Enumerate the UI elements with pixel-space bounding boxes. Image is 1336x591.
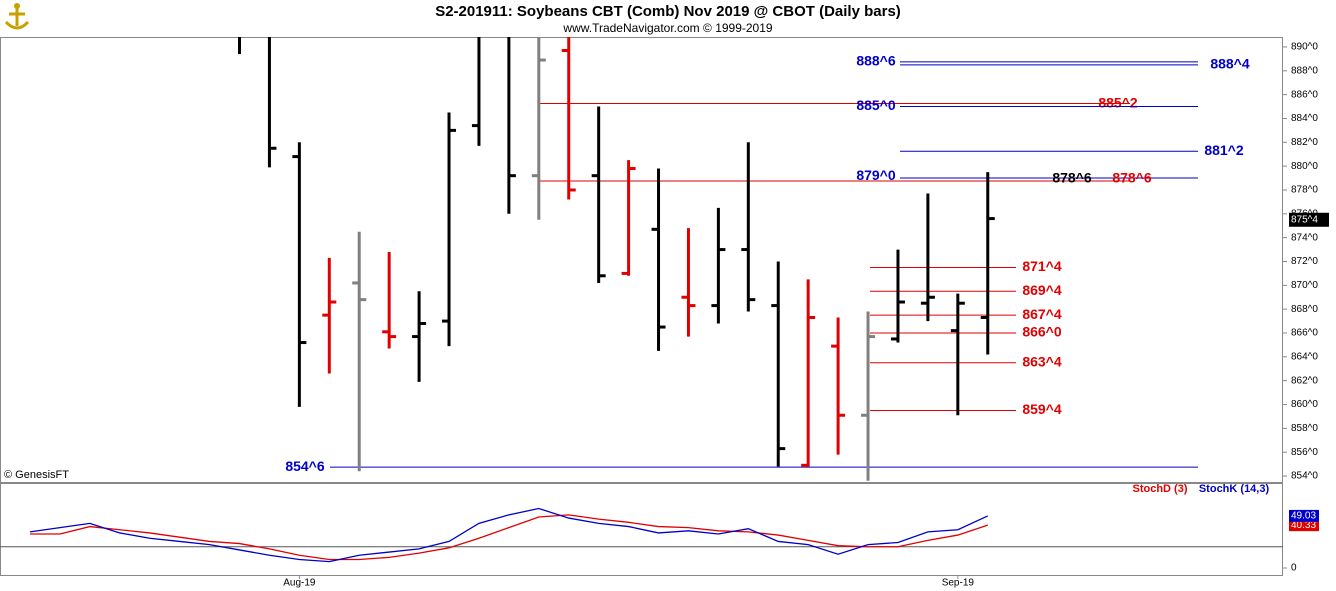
level-label: 863^4 [1022,354,1062,370]
x-tick-label: Aug-19 [283,578,316,589]
stoch-value-label: 40.33 [1291,520,1316,531]
stoch-value-label: 49.03 [1291,511,1316,522]
legend-entry: StochK (14,3) [1199,483,1270,495]
y-tick-label: 864^0 [1291,351,1318,362]
y-tick-label: 854^0 [1291,471,1318,482]
y-tick-label: 858^0 [1291,423,1318,434]
y-tick-label: 882^0 [1291,137,1318,148]
y-tick-label: 878^0 [1291,185,1318,196]
x-tick-label: Sep-19 [942,578,975,589]
y-tick-label: 862^0 [1291,375,1318,386]
stoch-line [30,514,988,561]
level-label: 867^4 [1022,306,1062,322]
stoch-tick-label: 0 [1291,563,1297,574]
y-tick-label: 870^0 [1291,280,1318,291]
level-label: 888^6 [856,53,896,69]
bars [238,37,995,481]
y-tick-label: 880^0 [1291,161,1318,172]
level-label: 869^4 [1022,282,1062,298]
y-tick-label: 890^0 [1291,42,1318,53]
level-label: 885^2 [1098,94,1138,110]
price-panel [0,37,1283,483]
y-tick-label: 868^0 [1291,304,1318,315]
last-price-label: 875^4 [1291,214,1318,225]
stoch-value-box [1289,519,1319,532]
logo [2,2,32,34]
y-tick-label: 884^0 [1291,113,1318,124]
level-label: 878^6 [1052,170,1092,186]
last-price-box [1289,212,1329,227]
stoch-line [29,507,989,563]
level-label: 866^0 [1022,324,1062,340]
source-label: © GenesisFT [4,469,69,481]
level-label: 881^2 [1204,142,1244,158]
chart-title: S2-201911: Soybeans CBT (Comb) Nov 2019 … [435,3,901,20]
level-label: 878^6 [1112,170,1152,186]
level-label: 871^4 [1022,258,1062,274]
level-label: 854^6 [285,458,325,474]
chart-subtitle: www.TradeNavigator.com © 1999-2019 [562,21,772,35]
y-tick-label: 860^0 [1291,399,1318,410]
y-tick-label: 888^0 [1291,65,1318,76]
level-label: 885^0 [856,97,896,113]
y-tick-label: 874^0 [1291,232,1318,243]
y-tick-label: 872^0 [1291,256,1318,267]
y-tick-label: 856^0 [1291,447,1318,458]
y-tick-label: 866^0 [1291,328,1318,339]
y-tick-label: 886^0 [1291,89,1318,100]
stoch-value-box [1289,509,1319,522]
level-label: 859^4 [1022,401,1062,417]
level-label: 879^0 [856,167,896,183]
level-label: 888^4 [1210,56,1250,72]
legend-entry: StochD (3) [1133,483,1188,495]
